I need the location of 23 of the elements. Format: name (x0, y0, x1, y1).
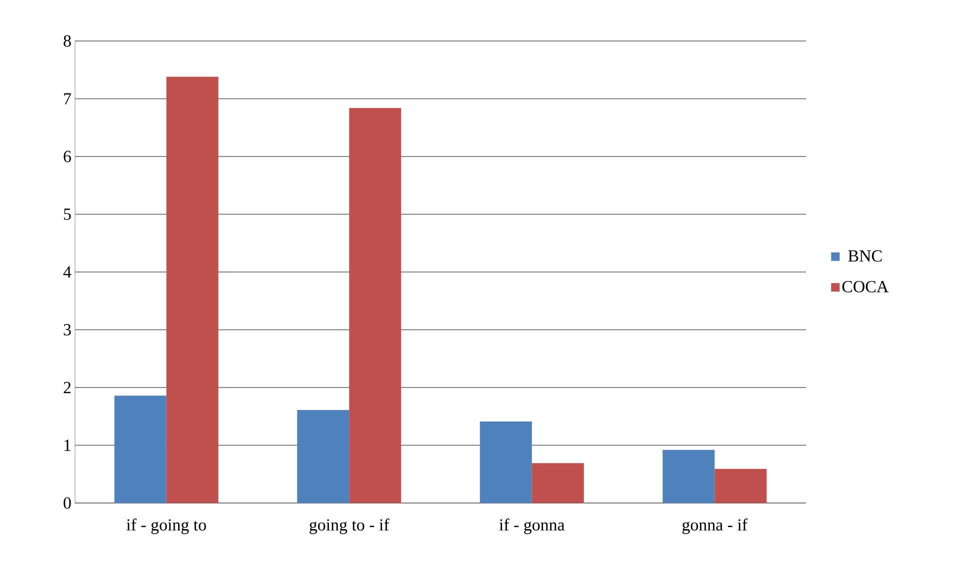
bar (532, 463, 584, 503)
bar (662, 450, 715, 503)
y-tick-label: 2 (64, 382, 71, 394)
y-tick-label: 6 (64, 150, 71, 162)
y-tick-label: 5 (64, 208, 71, 220)
bar (349, 108, 402, 503)
legend-label: BNC (848, 250, 882, 262)
bar (166, 76, 218, 503)
y-tick-label: 3 (64, 324, 71, 336)
y-tick-label: 7 (64, 93, 72, 104)
legend-label: COCA (842, 280, 889, 292)
x-tick-label: if - gonna (499, 518, 565, 534)
y-tick-label: 4 (63, 266, 72, 278)
bar (297, 410, 350, 503)
x-tick-label: gonna - if (682, 518, 748, 534)
x-tick-label: if - going to (126, 518, 206, 534)
y-tick-label: 1 (64, 440, 70, 451)
bar (714, 468, 767, 503)
bar (114, 396, 166, 503)
y-tick-label: 0 (64, 497, 71, 509)
y-tick-label: 8 (64, 35, 71, 47)
x-tick-label: going to - if (310, 518, 390, 534)
bar (480, 422, 532, 503)
